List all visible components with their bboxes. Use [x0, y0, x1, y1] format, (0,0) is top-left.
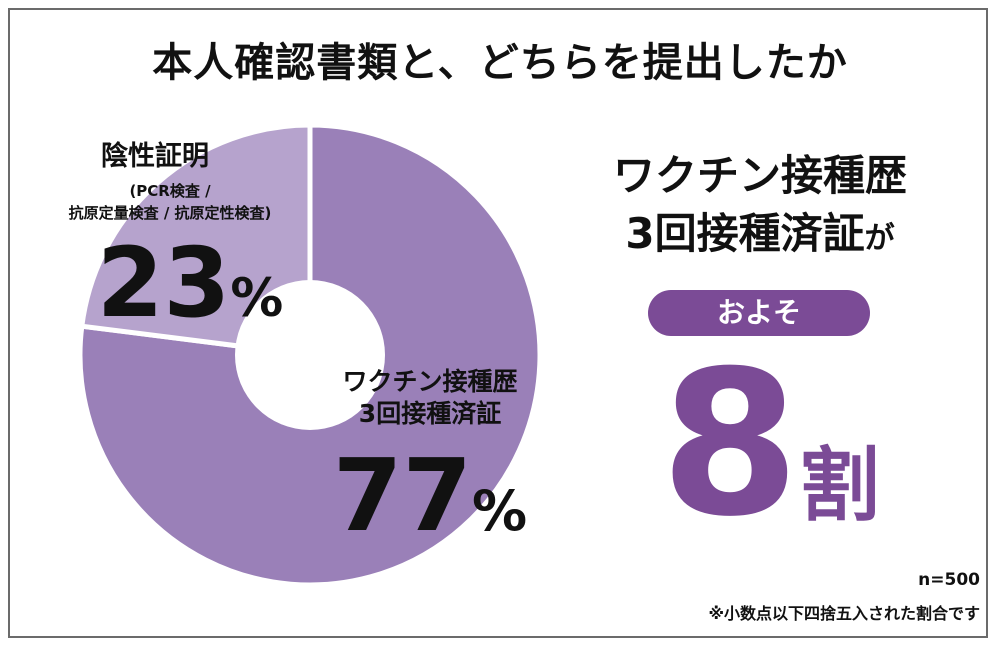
slice-sublabel-minor-1: (PCR検査 /	[129, 182, 211, 200]
slice-value-major-number: 77	[332, 437, 473, 554]
headline-line-2-text: 3回接種済証	[625, 209, 865, 258]
slice-value-minor: 23%	[70, 228, 310, 354]
headline-line-2: 3回接種済証が	[560, 208, 960, 265]
slice-value-minor-unit: %	[230, 268, 284, 329]
headline-line-1: ワクチン接種歴	[612, 151, 907, 200]
headline-pill: およそ	[648, 290, 870, 336]
headline-big-unit: 割	[799, 439, 880, 532]
slice-label-minor: 陰性証明	[101, 141, 209, 172]
slice-value-major: 77%	[300, 440, 560, 567]
sample-size-note: n=500	[918, 570, 980, 590]
headline-big-value: 8割	[620, 345, 920, 545]
slice-sublabel-minor: (PCR検査 / 抗原定量検査 / 抗原定性検査)	[0, 180, 340, 224]
slice-sublabel-minor-2: 抗原定量検査 / 抗原定性検査)	[68, 204, 272, 222]
slice-minor	[79, 122, 313, 358]
slice-value-minor-number: 23	[96, 227, 231, 339]
headline-big-number: 8	[660, 328, 800, 561]
slice-label-major: ワクチン接種歴 3回接種済証	[342, 367, 518, 428]
chart-title: 本人確認書類と、どちらを提出したか	[152, 40, 848, 86]
donut-hole	[235, 280, 385, 430]
slice-value-major-unit: %	[472, 479, 528, 543]
rounding-note: ※小数点以下四捨五入された割合です	[708, 604, 980, 623]
headline-line-2-suffix: が	[864, 221, 895, 256]
